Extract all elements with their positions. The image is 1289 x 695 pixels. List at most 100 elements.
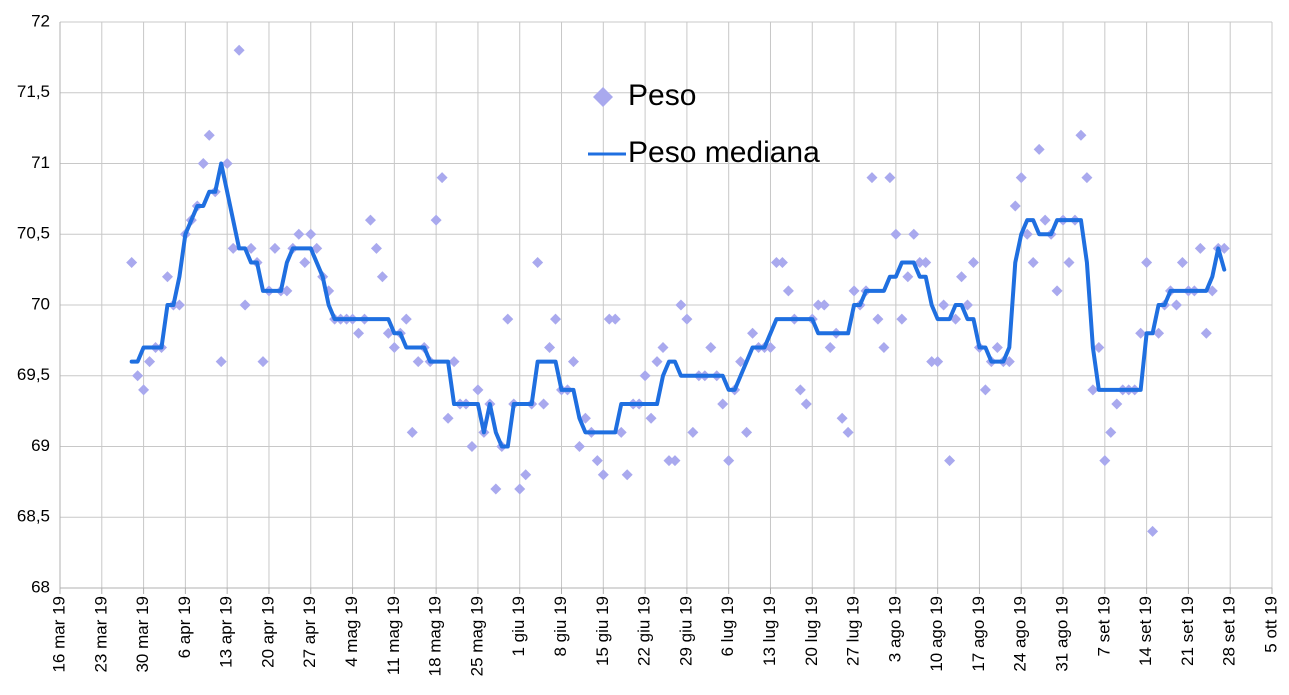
data-point <box>872 313 884 325</box>
data-point <box>370 242 382 254</box>
data-point <box>597 469 609 481</box>
data-point <box>991 341 1003 353</box>
data-point <box>747 327 759 339</box>
x-tick-label: 22 giu 19 <box>635 596 654 666</box>
data-point <box>1218 242 1230 254</box>
data-point <box>1200 327 1212 339</box>
x-tick-label: 10 ago 19 <box>927 596 946 672</box>
x-tick-label: 29 giu 19 <box>676 596 695 666</box>
data-point <box>514 483 526 495</box>
legend: Peso Peso mediana <box>588 79 820 169</box>
data-point <box>293 228 305 240</box>
data-point <box>144 356 156 368</box>
data-point <box>233 44 245 56</box>
x-tick-label: 1 giu 19 <box>509 596 528 657</box>
y-tick-label: 70,5 <box>17 224 50 243</box>
data-point <box>550 313 562 325</box>
legend-label: Peso <box>628 79 696 112</box>
data-point <box>567 356 579 368</box>
legend-marker <box>593 87 613 107</box>
data-point <box>1009 200 1021 212</box>
data-point <box>442 412 454 424</box>
data-point <box>197 158 209 169</box>
data-point <box>956 271 968 283</box>
data-point <box>979 384 991 396</box>
data-point <box>1027 257 1039 269</box>
x-tick-label: 18 mag 19 <box>426 596 445 676</box>
data-point <box>1147 525 1159 537</box>
data-point <box>794 384 806 396</box>
data-point <box>1063 257 1075 269</box>
data-point <box>1099 455 1111 467</box>
data-point <box>705 341 717 353</box>
data-point <box>824 341 836 353</box>
data-point <box>920 257 932 269</box>
data-point <box>1039 214 1051 226</box>
data-point <box>1051 285 1063 297</box>
data-point <box>800 398 812 410</box>
data-point <box>466 441 478 452</box>
x-tick-label: 4 mag 19 <box>342 596 361 667</box>
data-point <box>669 455 681 467</box>
data-point <box>687 426 699 438</box>
data-point <box>203 129 215 141</box>
data-point <box>932 356 944 368</box>
x-tick-label: 23 mar 19 <box>91 596 110 673</box>
data-point <box>1015 172 1027 184</box>
x-tick-label: 15 giu 19 <box>593 596 612 666</box>
data-point <box>544 341 556 353</box>
x-tick-label: 25 mag 19 <box>467 596 486 676</box>
data-point <box>1153 327 1165 339</box>
data-point <box>1105 426 1117 438</box>
data-point <box>257 356 269 368</box>
data-point <box>681 313 693 325</box>
y-tick-label: 72 <box>31 11 50 30</box>
x-tick-label: 14 set 19 <box>1136 596 1155 666</box>
data-point <box>1033 143 1045 155</box>
data-point <box>842 426 854 438</box>
data-point <box>675 299 687 311</box>
data-point <box>132 370 144 382</box>
data-point <box>472 384 484 396</box>
x-tick-label: 6 lug 19 <box>718 596 737 657</box>
x-tick-label: 8 giu 19 <box>551 596 570 657</box>
data-point <box>227 242 239 254</box>
x-tick-label: 27 apr 19 <box>300 596 319 668</box>
data-point <box>400 313 412 325</box>
data-point <box>657 341 669 353</box>
data-point <box>532 257 544 269</box>
data-point <box>926 356 938 368</box>
x-tick-label: 7 set 19 <box>1094 596 1113 657</box>
legend-label: Peso mediana <box>628 136 820 169</box>
data-point <box>161 271 173 283</box>
x-tick-label: 21 set 19 <box>1178 596 1197 666</box>
data-point <box>848 285 860 297</box>
data-point <box>364 214 376 226</box>
y-tick-label: 69,5 <box>17 365 50 384</box>
data-point <box>723 455 735 467</box>
data-point <box>281 285 293 297</box>
data-point <box>615 426 627 438</box>
data-point <box>896 313 908 325</box>
data-point <box>818 299 830 311</box>
data-point <box>890 228 902 240</box>
data-point <box>1075 129 1087 141</box>
data-point <box>221 158 233 169</box>
data-point <box>138 384 150 396</box>
x-tick-label: 13 apr 19 <box>217 596 236 668</box>
data-point <box>573 441 585 452</box>
data-point <box>1176 257 1188 269</box>
data-point <box>299 257 311 269</box>
data-point <box>908 228 920 240</box>
data-point <box>645 412 657 424</box>
axes: 68 68,5 69 69,5 70 70,5 71 71,5 72 16 mar 19 23 ma… <box>17 11 1281 676</box>
data-point <box>967 257 979 269</box>
y-tick-label: 71 <box>31 153 50 172</box>
data-point <box>436 172 448 184</box>
data-point <box>770 257 782 269</box>
x-tick-label: 30 mar 19 <box>133 596 152 673</box>
data-point <box>538 398 550 410</box>
data-point <box>448 356 460 368</box>
data-point <box>126 257 138 269</box>
x-tick-label: 20 apr 19 <box>258 596 277 668</box>
